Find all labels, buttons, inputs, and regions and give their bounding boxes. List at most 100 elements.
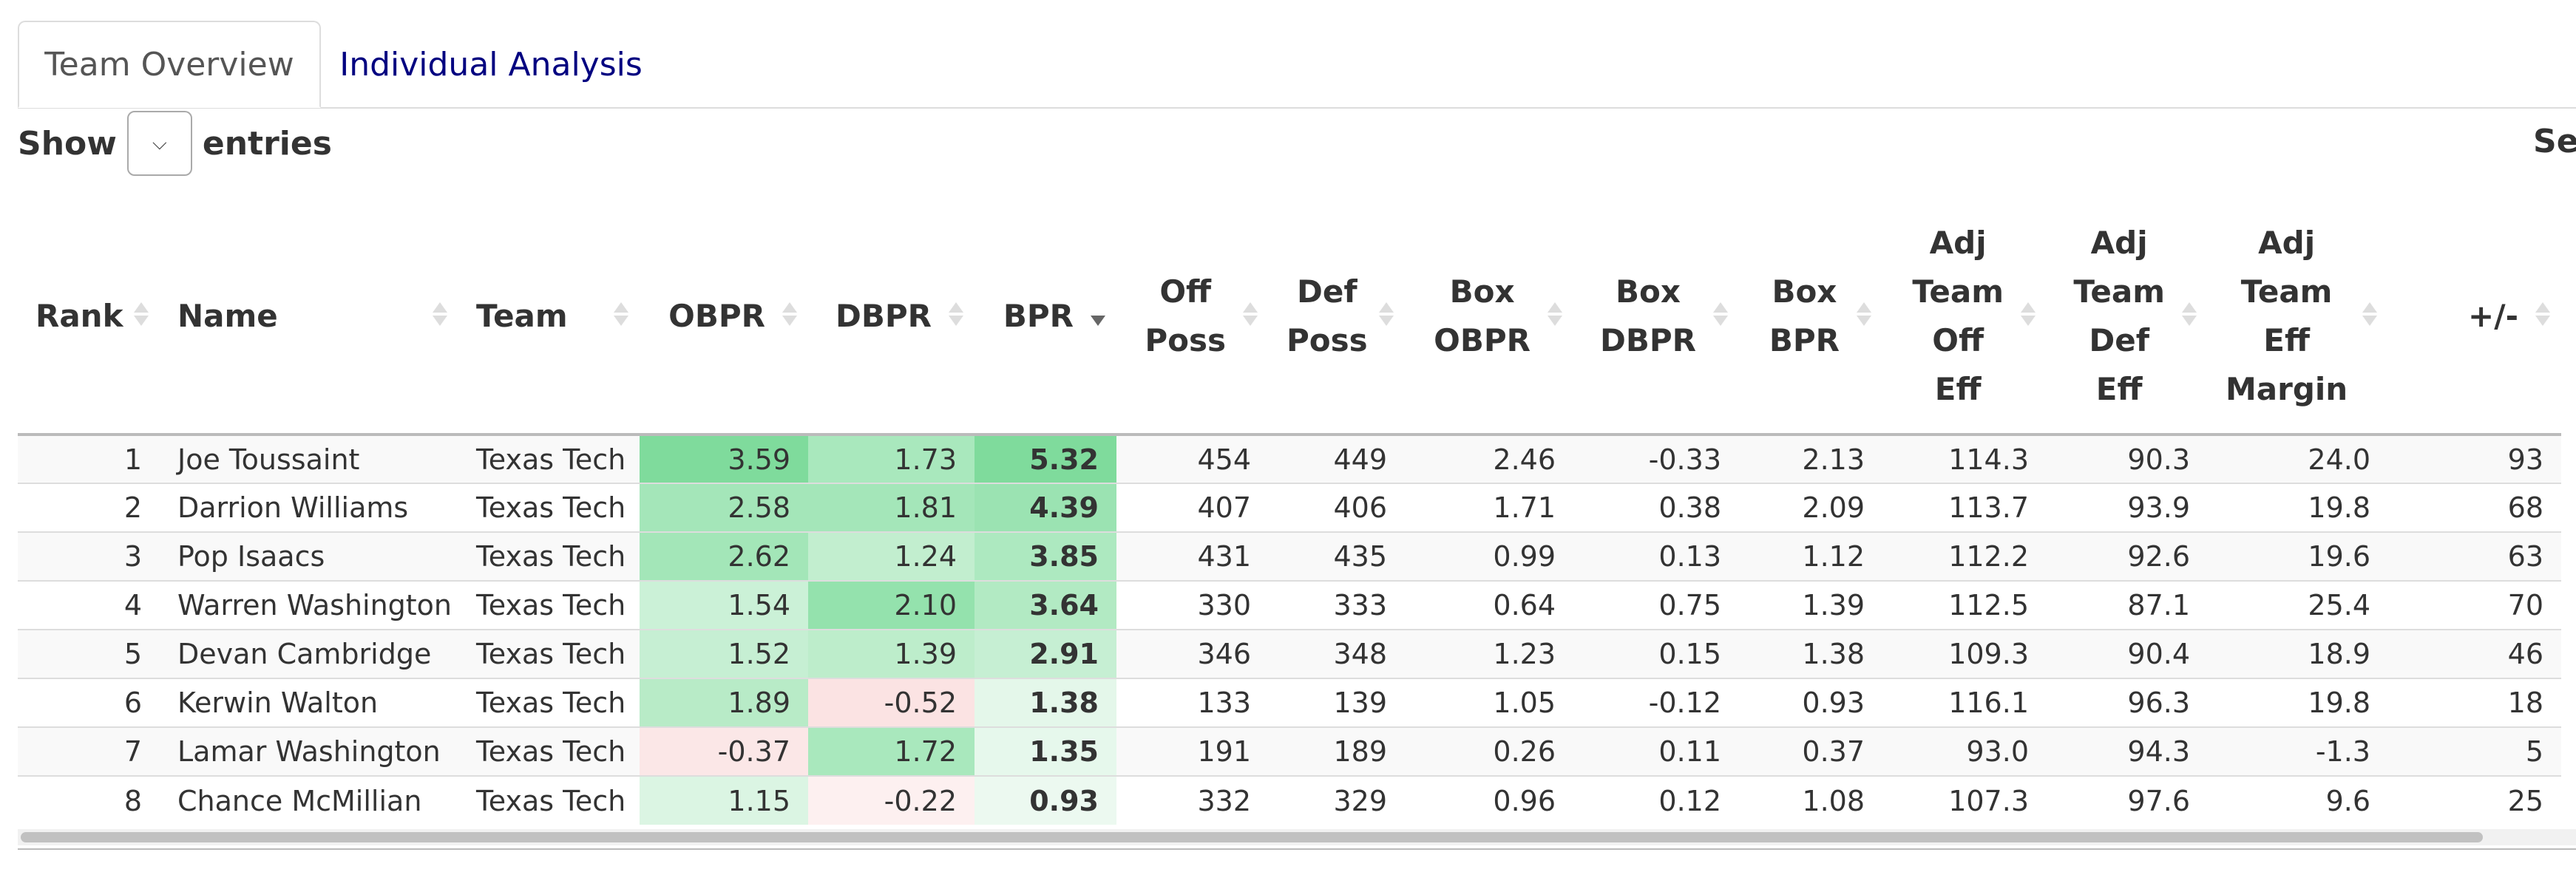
column-header-label: DBPR <box>835 298 932 334</box>
column-header-label: Adj Team Eff Margin <box>2226 225 2348 407</box>
table-row[interactable]: 6 Kerwin Walton Texas Tech 1.89 -0.52 1.38 133… <box>18 678 2561 727</box>
cell-obpr: 2.62 <box>640 531 808 581</box>
cell-off-poss: 431 <box>1116 531 1269 581</box>
cell-dbpr: -0.52 <box>808 678 975 727</box>
cell-name: Joe Toussaint <box>160 434 458 483</box>
cell-team: Texas Tech <box>458 531 640 581</box>
cell-off-poss: 454 <box>1116 434 1269 483</box>
cell-adj-off: 93.0 <box>1882 726 2047 776</box>
cell-adj-off: 116.1 <box>1882 678 2047 727</box>
sort-icon <box>1856 299 1872 333</box>
cell-box-obpr: 1.23 <box>1405 629 1573 678</box>
cell-adj-margin: -1.3 <box>2208 726 2388 776</box>
sort-icon <box>2362 299 2378 333</box>
column-header-bpr[interactable]: BPR <box>975 200 1116 436</box>
cell-adj-def: 92.6 <box>2047 531 2208 581</box>
column-header-label: Def Poss <box>1287 273 1368 358</box>
column-header-adj-off[interactable]: Adj Team Off Eff <box>1882 200 2047 436</box>
table-row[interactable]: 1 Joe Toussaint Texas Tech 3.59 1.73 5.32 454 4… <box>18 434 2561 483</box>
sort-icon <box>613 299 629 333</box>
column-header-adj-def[interactable]: Adj Team Def Eff <box>2047 200 2208 436</box>
tab-individual-analysis[interactable]: Individual Analysis <box>339 45 643 84</box>
cell-def-poss: 406 <box>1269 483 1405 532</box>
table-row[interactable]: 7 Lamar Washington Texas Tech -0.37 1.72 1.35… <box>18 726 2561 776</box>
cell-def-poss: 435 <box>1269 531 1405 581</box>
cell-bpr: 5.32 <box>975 434 1116 483</box>
tab-bar-divider <box>18 107 2576 109</box>
cell-pm: 46 <box>2388 629 2561 678</box>
cell-obpr: 3.59 <box>640 434 808 483</box>
cell-dbpr: 2.10 <box>808 580 975 630</box>
table-row[interactable]: 8 Chance McMillian Texas Tech 1.15 -0.22 0.93… <box>18 775 2561 825</box>
cell-box-dbpr: 0.38 <box>1573 483 1739 532</box>
column-header-obpr[interactable]: OBPR <box>640 200 808 436</box>
cell-box-obpr: 0.96 <box>1405 775 1573 825</box>
cell-adj-def: 90.4 <box>2047 629 2208 678</box>
cell-rank: 3 <box>18 531 160 581</box>
cell-box-dbpr: 0.15 <box>1573 629 1739 678</box>
column-header-box-obpr[interactable]: Box OBPR <box>1405 200 1573 436</box>
cell-bpr: 1.38 <box>975 678 1116 727</box>
cell-dbpr: 1.81 <box>808 483 975 532</box>
table-row[interactable]: 4 Warren Washington Texas Tech 1.54 2.10 3.64… <box>18 580 2561 630</box>
table-row[interactable]: 2 Darrion Williams Texas Tech 2.58 1.81 4.39 4… <box>18 483 2561 532</box>
column-header-label: Box OBPR <box>1434 273 1531 358</box>
cell-adj-margin: 19.8 <box>2208 483 2388 532</box>
cell-box-dbpr: 0.12 <box>1573 775 1739 825</box>
sort-icon <box>133 299 149 333</box>
cell-box-bpr: 2.09 <box>1739 483 1882 532</box>
cell-def-poss: 329 <box>1269 775 1405 825</box>
column-header-def-poss[interactable]: Def Poss <box>1269 200 1405 436</box>
column-header-label: BPR <box>1003 298 1074 334</box>
table-row[interactable]: 3 Pop Isaacs Texas Tech 2.62 1.24 3.85 431 435 0… <box>18 531 2561 581</box>
cell-adj-margin: 9.6 <box>2208 775 2388 825</box>
column-header-box-dbpr[interactable]: Box DBPR <box>1573 200 1739 436</box>
cell-box-bpr: 2.13 <box>1739 434 1882 483</box>
cell-def-poss: 189 <box>1269 726 1405 776</box>
scrollbar-thumb[interactable] <box>21 832 2483 842</box>
cell-box-dbpr: 0.75 <box>1573 580 1739 630</box>
cell-name: Devan Cambridge <box>160 629 458 678</box>
cell-off-poss: 346 <box>1116 629 1269 678</box>
column-header-rank[interactable]: Rank <box>18 200 160 436</box>
column-header-team[interactable]: Team <box>458 200 640 436</box>
cell-def-poss: 333 <box>1269 580 1405 630</box>
search-label: Sea <box>2533 123 2576 160</box>
cell-bpr: 1.35 <box>975 726 1116 776</box>
cell-adj-off: 107.3 <box>1882 775 2047 825</box>
sort-descending-icon <box>1090 299 1106 333</box>
cell-off-poss: 191 <box>1116 726 1269 776</box>
sort-icon <box>2535 299 2551 333</box>
column-header-off-poss[interactable]: Off Poss <box>1116 200 1269 436</box>
cell-box-obpr: 1.71 <box>1405 483 1573 532</box>
column-header-dbpr[interactable]: DBPR <box>808 200 975 436</box>
column-header-box-bpr[interactable]: Box BPR <box>1739 200 1882 436</box>
column-header-pm[interactable]: +/- <box>2388 200 2561 436</box>
cell-box-bpr: 1.39 <box>1739 580 1882 630</box>
cell-off-poss: 330 <box>1116 580 1269 630</box>
cell-pm: 93 <box>2388 434 2561 483</box>
cell-adj-off: 113.7 <box>1882 483 2047 532</box>
cell-adj-off: 114.3 <box>1882 434 2047 483</box>
cell-rank: 8 <box>18 775 160 825</box>
horizontal-scrollbar[interactable] <box>18 829 2576 845</box>
column-header-label: Name <box>177 298 278 334</box>
cell-obpr: 1.52 <box>640 629 808 678</box>
column-header-name[interactable]: Name <box>160 200 458 436</box>
cell-obpr: 1.54 <box>640 580 808 630</box>
cell-adj-def: 90.3 <box>2047 434 2208 483</box>
table-row[interactable]: 5 Devan Cambridge Texas Tech 1.52 1.39 2.91 34… <box>18 629 2561 678</box>
cell-box-bpr: 1.08 <box>1739 775 1882 825</box>
player-stats-table: Rank Name Team OBPR DBPR BPR Off Poss Def Poss Box… <box>18 200 2561 825</box>
chevron-down-icon: ⌵ <box>152 132 167 154</box>
column-header-label: Box BPR <box>1769 273 1840 358</box>
cell-adj-def: 96.3 <box>2047 678 2208 727</box>
player-table-container: Rank Name Team OBPR DBPR BPR Off Poss Def Poss Box… <box>18 200 2576 828</box>
tab-team-overview[interactable]: Team Overview <box>18 21 321 108</box>
column-header-adj-margin[interactable]: Adj Team Eff Margin <box>2208 200 2388 436</box>
cell-team: Texas Tech <box>458 434 640 483</box>
cell-name: Pop Isaacs <box>160 531 458 581</box>
cell-adj-margin: 19.6 <box>2208 531 2388 581</box>
entries-select[interactable]: ⌵ <box>126 111 192 176</box>
cell-name: Darrion Williams <box>160 483 458 532</box>
